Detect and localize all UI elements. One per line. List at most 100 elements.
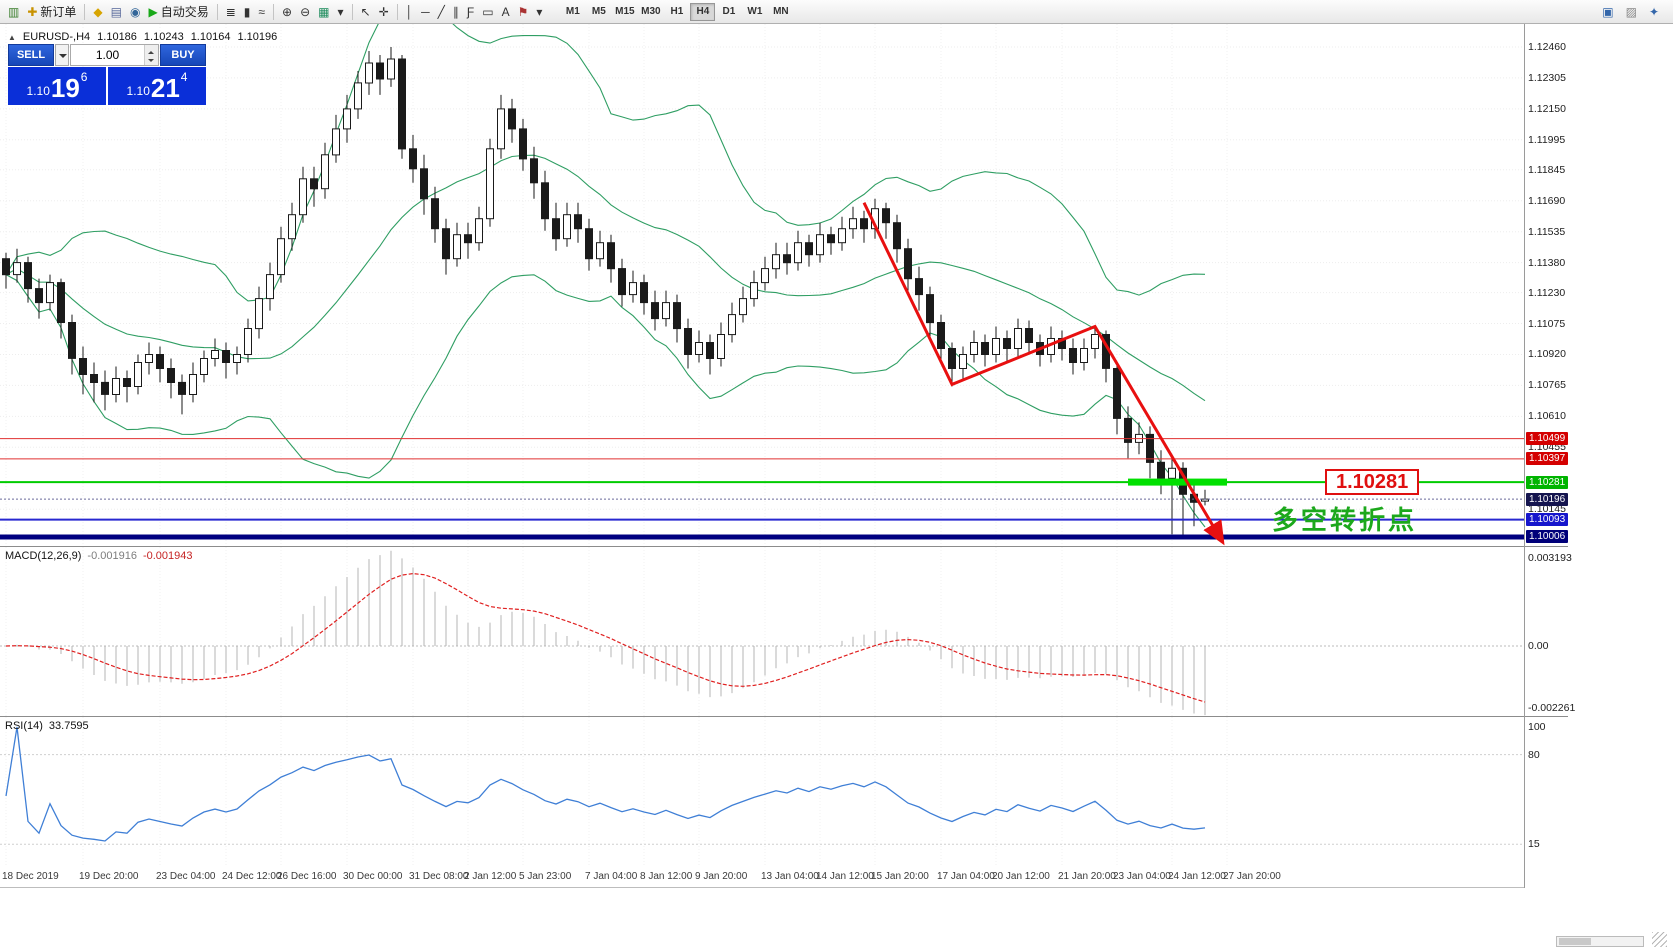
arrow-tools-icon: ⚑ — [517, 4, 529, 19]
text-label-button[interactable]: A — [498, 2, 514, 22]
crosshair-icon: ✛ — [378, 4, 389, 19]
volume-input[interactable] — [71, 45, 144, 65]
price-callout-label[interactable]: 1.10281 — [1325, 469, 1420, 495]
candlestick-chart-button[interactable]: ▮ — [240, 2, 255, 22]
arrow-tools-button[interactable]: ⚑ — [514, 2, 533, 22]
horizontal-lines[interactable] — [0, 438, 1524, 540]
chart-profile-button[interactable]: ◆ — [89, 2, 106, 22]
zoom-out-button[interactable]: ⊖ — [296, 2, 314, 22]
price-axis-label: 1.12305 — [1528, 71, 1566, 84]
sell-price-button[interactable]: 1.10 19 6 — [8, 67, 106, 105]
volume-spinner — [144, 45, 158, 65]
time-axis-label: 17 Jan 04:00 — [937, 871, 995, 882]
cursor-icon: ↖ — [360, 4, 371, 19]
crosshair-button[interactable]: ✛ — [375, 2, 393, 22]
time-axis-label: 20 Jan 12:00 — [992, 871, 1050, 882]
scrollbar-thumb[interactable] — [1559, 938, 1591, 945]
price-axis-label: 1.11535 — [1528, 225, 1566, 238]
time-axis-label: 8 Jan 12:00 — [640, 871, 693, 882]
layout-button[interactable]: ▣ — [1598, 2, 1617, 22]
time-axis-label: 23 Jan 04:00 — [1113, 871, 1171, 882]
indicators-button[interactable]: ▦ — [314, 2, 333, 22]
timeframe-m15-button[interactable]: M15 — [612, 3, 637, 21]
rsi-line — [5, 726, 1206, 842]
rsi-panel[interactable] — [0, 717, 1524, 866]
options-icon: ✦ — [1648, 4, 1659, 19]
resize-grip[interactable] — [1652, 932, 1667, 947]
symbol-timeframe-label: EURUSD-,H4 — [22, 31, 91, 43]
one-click-menu-caret[interactable] — [55, 44, 69, 66]
time-axis-label: 14 Jan 12:00 — [816, 871, 874, 882]
channel-button[interactable]: ∥ — [449, 2, 463, 22]
timeframe-h1-button[interactable]: H1 — [664, 3, 689, 21]
trendline-button[interactable]: ╱ — [434, 2, 449, 22]
terminal-toggle-button[interactable]: ▥ — [4, 2, 23, 22]
time-axis-label: 9 Jan 20:00 — [695, 871, 748, 882]
price-axis-tag: 1.10006 — [1526, 530, 1569, 544]
horizontal-line-button[interactable]: ─ — [417, 2, 434, 22]
volume-increase-button[interactable] — [145, 45, 158, 55]
timeframe-m30-button[interactable]: M30 — [638, 3, 663, 21]
top-toolbar: ▥ ✚ 新订单 ◆ ▤ ◉ ▶ 自动交易 ≣ ▮ ≈ ⊕ ⊖ ▦ ▾ ↖ ✛ │ ─ ╱ ∥ Ƒ ▭ A ⚑ ▾ M1 M5 M15 M… — [0, 0, 1673, 24]
rsi-value: 33.7595 — [48, 720, 89, 732]
buy-price-button[interactable]: 1.10 21 4 — [108, 67, 206, 105]
price-chart[interactable] — [0, 24, 1524, 546]
auto-trading-button[interactable]: ▶ 自动交易 — [144, 2, 212, 22]
zoom-in-icon: ⊕ — [282, 4, 293, 19]
vertical-line-button[interactable]: │ — [402, 2, 418, 22]
turning-point-note[interactable]: 多空转折点 — [1272, 505, 1418, 535]
toolbar-separator — [84, 3, 86, 20]
rsi-levels — [0, 717, 1524, 866]
data-window-button[interactable]: ▤ — [107, 2, 126, 22]
line-chart-button[interactable]: ≈ — [254, 2, 269, 22]
timeframe-m1-button[interactable]: M1 — [560, 3, 585, 21]
time-axis-label: 27 Jan 20:00 — [1223, 871, 1281, 882]
cursor-button[interactable]: ↖ — [357, 2, 375, 22]
chart-ohlc-header: ▲ EURUSD-,H4 1.10186 1.10243 1.10164 1.1… — [8, 31, 277, 43]
horizontal-scrollbar[interactable] — [1556, 936, 1644, 947]
high-value: 1.10243 — [143, 31, 184, 43]
fibonacci-button[interactable]: Ƒ — [463, 2, 478, 22]
trendline-icon: ╱ — [437, 4, 445, 19]
auto-trading-icon: ▶ — [148, 4, 158, 19]
collapse-arrow-icon[interactable]: ▲ — [8, 32, 16, 42]
price-axis-label: 1.10145 — [1528, 503, 1566, 516]
price-axis-label: 1.11845 — [1528, 163, 1566, 176]
sell-button[interactable]: SELL — [8, 44, 54, 66]
timeframe-w1-button[interactable]: W1 — [742, 3, 767, 21]
macd-signal-line — [5, 572, 1206, 703]
new-order-button[interactable]: ✚ 新订单 — [23, 2, 80, 22]
navigator-button[interactable]: ◉ — [126, 2, 144, 22]
sell-price-pip: 6 — [80, 70, 88, 84]
trend-annotation[interactable] — [862, 202, 1225, 546]
timeframe-mn-button[interactable]: MN — [768, 3, 793, 21]
price-axis: 1.12460 1.12305 1.12150 1.11995 1.11845 1.116… — [1524, 24, 1672, 904]
panel-separator[interactable] — [0, 716, 1568, 717]
indicators-icon: ▦ — [318, 4, 330, 19]
timeframe-h4-button[interactable]: H4 — [690, 2, 716, 21]
price-axis-tag: 1.10281 — [1526, 475, 1569, 489]
chart-profile-icon: ◆ — [93, 4, 103, 19]
time-axis-label: 13 Jan 04:00 — [761, 871, 819, 882]
panel-toggle-button[interactable]: ▨ — [1622, 2, 1641, 22]
timeframe-m5-button[interactable]: M5 — [586, 3, 611, 21]
volume-decrease-button[interactable] — [145, 55, 158, 65]
shapes-button[interactable]: ▭ — [478, 2, 497, 22]
objects-caret-icon: ▾ — [536, 4, 543, 19]
macd-axis-label: 0.003193 — [1528, 552, 1572, 565]
volume-field — [70, 44, 159, 66]
support-highlight[interactable] — [1128, 478, 1227, 486]
low-value: 1.10164 — [190, 31, 231, 43]
timeframe-d1-button[interactable]: D1 — [716, 3, 741, 21]
time-axis-label: 15 Jan 20:00 — [871, 871, 929, 882]
options-button[interactable]: ✦ — [1645, 2, 1663, 22]
zoom-in-button[interactable]: ⊕ — [278, 2, 296, 22]
sell-price-prefix: 1.10 — [26, 84, 50, 98]
objects-caret[interactable]: ▾ — [532, 2, 546, 22]
indicators-caret[interactable]: ▾ — [333, 2, 347, 22]
panel-separator[interactable] — [0, 546, 1568, 547]
bar-chart-button[interactable]: ≣ — [222, 2, 240, 22]
navigator-icon: ◉ — [130, 4, 141, 19]
macd-panel[interactable] — [0, 547, 1524, 716]
buy-button[interactable]: BUY — [160, 44, 206, 66]
